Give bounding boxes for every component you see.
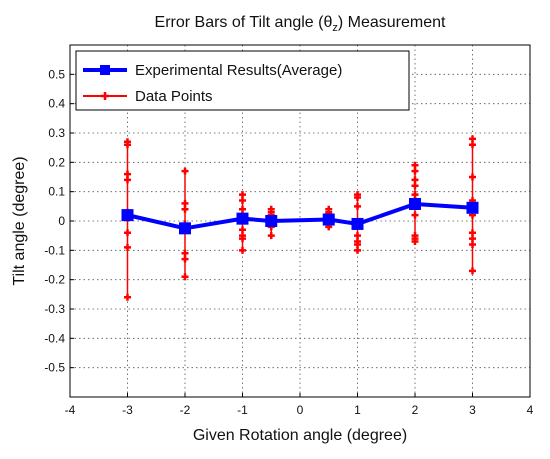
data-point [411, 211, 419, 219]
x-tick-label: 1 [354, 403, 361, 417]
data-point [411, 167, 419, 175]
average-marker [466, 201, 479, 214]
data-point [124, 243, 131, 251]
legend-average-label: Experimental Results(Average) [135, 62, 342, 79]
y-tick-label: -0.3 [44, 302, 65, 316]
data-point [469, 229, 476, 237]
data-point [239, 191, 246, 199]
data-point [411, 176, 419, 184]
data-point [411, 191, 419, 199]
data-point [124, 229, 131, 237]
average-marker [409, 197, 421, 210]
data-point [267, 232, 275, 240]
data-point [469, 267, 476, 275]
y-tick-label: -0.4 [44, 331, 65, 345]
data-point [469, 141, 476, 149]
data-point [124, 141, 131, 149]
average-marker [322, 213, 335, 226]
chart-title: Error Bars of Tilt angle (θz) Measuremen… [155, 14, 447, 34]
y-tick-label: 0.3 [48, 126, 65, 140]
y-axis-label: Tilt angle (degree) [11, 156, 28, 285]
data-point [181, 205, 189, 213]
data-point [181, 249, 189, 257]
average-series [121, 197, 479, 235]
y-tick-label: -0.2 [44, 273, 65, 287]
y-tick-label: 0.2 [48, 155, 65, 169]
data-point [239, 246, 246, 254]
average-marker [121, 209, 134, 222]
y-tick-labels: -0.5 -0.4 -0.3 -0.2 -0.1 0 0.1 0.2 0.3 0.4 0.5 [44, 67, 74, 375]
y-tick-label: -0.5 [44, 361, 65, 375]
data-point [354, 232, 361, 240]
data-point [411, 238, 419, 246]
data-point [354, 246, 361, 254]
data-point [124, 293, 131, 301]
data-point [411, 161, 419, 169]
y-tick-label: 0.5 [48, 67, 65, 81]
data-point [239, 226, 246, 234]
data-point [181, 167, 189, 175]
data-point [239, 235, 246, 243]
data-point [354, 194, 361, 202]
data-point [411, 182, 419, 190]
average-marker [179, 222, 191, 235]
average-marker [236, 212, 249, 225]
y-tick-label: 0.4 [48, 97, 65, 111]
x-tick-label: -1 [237, 403, 248, 417]
data-point [469, 240, 476, 248]
data-point [239, 205, 246, 213]
y-tick-label: -0.1 [44, 243, 65, 257]
x-tick-label: 4 [527, 403, 534, 417]
x-tick-label: -3 [122, 403, 133, 417]
x-tick-label: 0 [297, 403, 304, 417]
average-line [127, 201, 473, 231]
x-tick-label: 2 [412, 403, 419, 417]
average-marker [265, 215, 278, 227]
data-point [354, 202, 361, 210]
x-tick-label: -4 [65, 403, 76, 417]
data-point [469, 173, 476, 181]
x-tick-label: -2 [180, 403, 191, 417]
data-point [469, 235, 476, 243]
data-point [124, 170, 131, 178]
legend-points-label: Data Points [135, 88, 213, 105]
legend-average-marker [100, 65, 110, 75]
x-axis-label: Given Rotation angle (degree) [193, 427, 407, 444]
data-point [181, 273, 189, 281]
x-tick-label: 3 [469, 403, 476, 417]
data-point [469, 135, 476, 143]
legend-box [75, 50, 410, 111]
y-tick-label: 0.1 [48, 185, 65, 199]
data-point [239, 196, 246, 204]
legend-points-marker [101, 92, 109, 100]
data-point [181, 199, 189, 207]
legend: Experimental Results(Average) Data Point… [75, 50, 410, 111]
average-marker [351, 217, 364, 230]
data-point [181, 255, 189, 263]
data-point [354, 240, 361, 248]
x-tick-labels: -4 -3 -2 -1 0 1 2 3 4 [65, 393, 534, 417]
data-point [124, 176, 131, 184]
y-tick-label: 0 [58, 214, 65, 228]
